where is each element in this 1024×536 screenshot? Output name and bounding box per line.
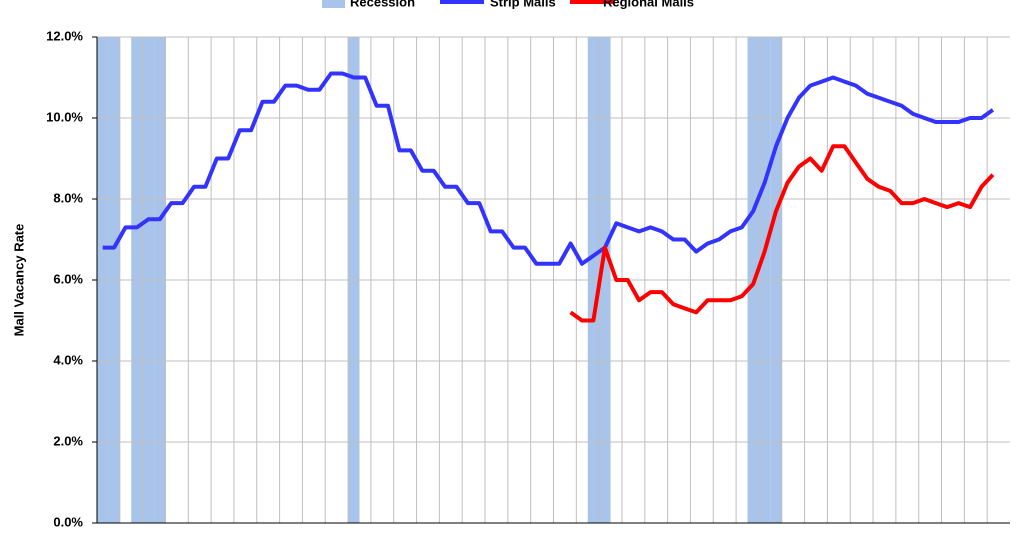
y-tick-label: 2.0%: [53, 433, 83, 448]
y-tick-label: 0.0%: [53, 514, 83, 529]
y-tick-label: 4.0%: [53, 352, 83, 367]
y-tick-label: 8.0%: [53, 190, 83, 205]
y-axis-label: Mall Vacancy Rate: [11, 224, 26, 337]
legend-label: Recession: [350, 0, 415, 9]
y-tick-label: 6.0%: [53, 271, 83, 286]
legend-label: Regional Malls: [603, 0, 694, 9]
legend-swatch: [322, 0, 345, 8]
legend-label: Strip Malls: [490, 0, 556, 9]
series-line: [569, 144, 995, 323]
series-line: [102, 71, 995, 266]
y-tick-label: 10.0%: [46, 109, 83, 124]
y-tick-label: 12.0%: [46, 28, 83, 43]
